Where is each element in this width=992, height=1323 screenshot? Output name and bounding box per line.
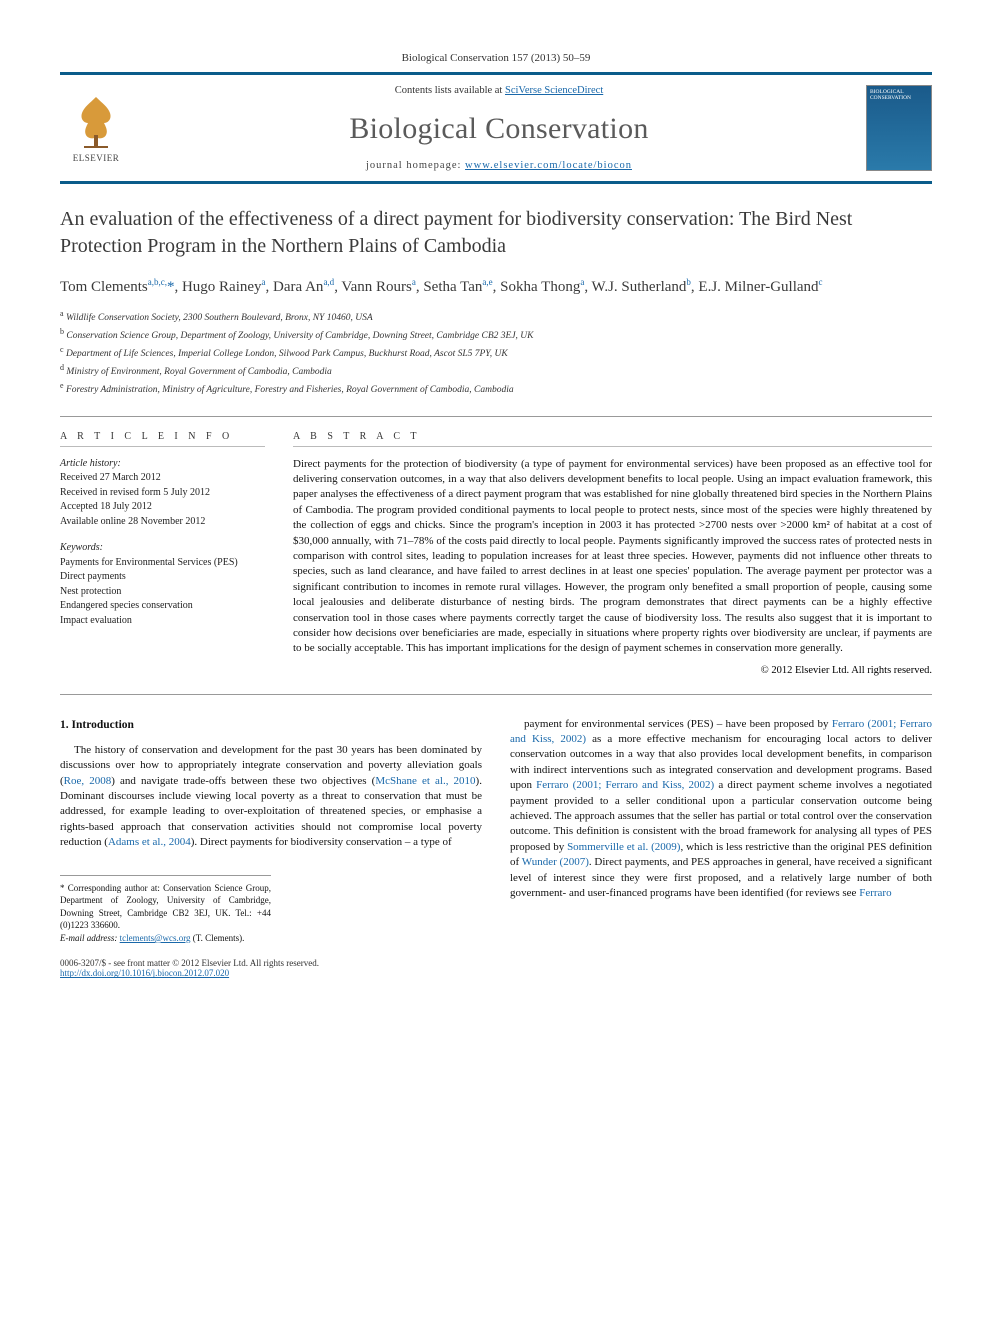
body-paragraph: payment for environmental services (PES)… [510, 717, 932, 902]
abstract-section: A B S T R A C T Direct payments for the … [293, 431, 932, 676]
publisher-name: ELSEVIER [73, 153, 120, 163]
abstract-copyright: © 2012 Elsevier Ltd. All rights reserved… [293, 665, 932, 676]
homepage-link[interactable]: www.elsevier.com/locate/biocon [465, 160, 632, 171]
article-title: An evaluation of the effectiveness of a … [60, 206, 932, 260]
journal-name: Biological Conservation [132, 112, 866, 146]
keyword: Direct payments [60, 570, 265, 585]
journal-header: ELSEVIER Contents lists available at Sci… [60, 72, 932, 184]
article-history: Article history: Received 27 March 2012R… [60, 457, 265, 530]
footer-meta: 0006-3207/$ - see front matter © 2012 El… [60, 958, 932, 978]
header-center: Contents lists available at SciVerse Sci… [132, 85, 866, 171]
article-info-heading: A R T I C L E I N F O [60, 431, 265, 447]
corresponding-author-note: * Corresponding author at: Conservation … [60, 882, 271, 932]
keyword: Payments for Environmental Services (PES… [60, 556, 265, 571]
history-line: Available online 28 November 2012 [60, 515, 265, 530]
info-abstract-row: A R T I C L E I N F O Article history: R… [60, 416, 932, 695]
affiliations: a Wildlife Conservation Society, 2300 So… [60, 308, 932, 398]
history-line: Received 27 March 2012 [60, 471, 265, 486]
email-link[interactable]: tclements@wcs.org [120, 933, 191, 943]
body-columns: 1. Introduction The history of conservat… [60, 717, 932, 945]
contents-lists-line: Contents lists available at SciVerse Sci… [132, 85, 866, 96]
keywords-block: Keywords: Payments for Environmental Ser… [60, 541, 265, 628]
keyword: Nest protection [60, 585, 265, 600]
doi-link[interactable]: http://dx.doi.org/10.1016/j.biocon.2012.… [60, 968, 229, 978]
journal-reference: Biological Conservation 157 (2013) 50–59 [60, 52, 932, 64]
section-1-heading: 1. Introduction [60, 717, 482, 733]
homepage-line: journal homepage: www.elsevier.com/locat… [132, 160, 866, 171]
body-paragraph: The history of conservation and developm… [60, 743, 482, 851]
abstract-heading: A B S T R A C T [293, 431, 932, 447]
abstract-text: Direct payments for the protection of bi… [293, 457, 932, 657]
keyword: Impact evaluation [60, 614, 265, 629]
authors-list: Tom Clementsa,b,c,*, Hugo Raineya, Dara … [60, 276, 932, 298]
publisher-logo: ELSEVIER [60, 93, 132, 163]
footnotes: * Corresponding author at: Conservation … [60, 875, 271, 945]
elsevier-tree-icon [70, 93, 122, 151]
page-root: Biological Conservation 157 (2013) 50–59… [0, 0, 992, 1008]
sciencedirect-link[interactable]: SciVerse ScienceDirect [505, 85, 603, 96]
history-line: Accepted 18 July 2012 [60, 500, 265, 515]
keyword: Endangered species conservation [60, 599, 265, 614]
issn-line: 0006-3207/$ - see front matter © 2012 El… [60, 958, 319, 968]
journal-cover-thumb: BIOLOGICAL CONSERVATION [866, 85, 932, 171]
history-line: Received in revised form 5 July 2012 [60, 486, 265, 501]
email-line: E-mail address: tclements@wcs.org (T. Cl… [60, 932, 271, 945]
body-col-right: payment for environmental services (PES)… [510, 717, 932, 945]
article-info: A R T I C L E I N F O Article history: R… [60, 431, 265, 676]
footer-left: 0006-3207/$ - see front matter © 2012 El… [60, 958, 319, 978]
body-col-left: 1. Introduction The history of conservat… [60, 717, 482, 945]
